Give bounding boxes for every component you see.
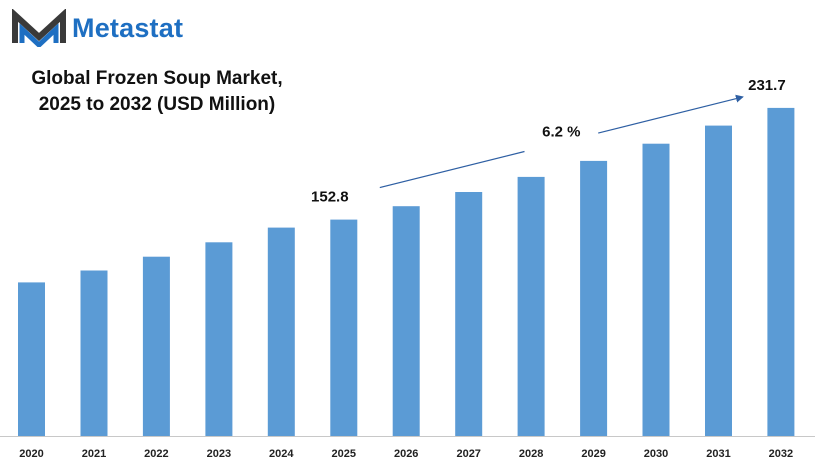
bar-2032 (767, 107, 795, 437)
bar-2023 (205, 242, 233, 436)
bar-2029 (580, 160, 608, 436)
brand-name: Metastat (72, 12, 184, 43)
bar-2030 (642, 143, 670, 436)
x-tick-label-2024: 2024 (269, 448, 294, 460)
data-labels: 152.8 231.7 (311, 77, 786, 206)
growth-arrow-line-start (379, 150, 525, 189)
data-label-2025: 152.8 (311, 189, 349, 206)
bar-2028 (517, 176, 545, 436)
bar-2031 (705, 125, 732, 436)
growth-rate-label: 6.2 % (542, 123, 580, 140)
metastat-m-logo-icon (12, 9, 66, 47)
x-tick-label-2020: 2020 (19, 448, 43, 460)
bar-2020 (18, 282, 45, 436)
x-tick-label-2032: 2032 (769, 448, 793, 460)
x-tick-label-2022: 2022 (144, 448, 168, 460)
chart-title-line-1: Global Frozen Soup Market, (31, 68, 283, 89)
x-tick-label-2028: 2028 (519, 448, 543, 460)
bar-2022 (142, 256, 170, 436)
x-tick-label-2023: 2023 (207, 448, 231, 460)
data-label-2032: 231.7 (748, 77, 786, 94)
bar-2024 (267, 227, 295, 436)
x-tick-label-2026: 2026 (394, 448, 418, 460)
growth-annotation: 6.2 % (379, 94, 744, 189)
x-tick-label-2031: 2031 (706, 448, 730, 460)
bar-2021 (80, 270, 108, 436)
x-tick-label-2030: 2030 (644, 448, 668, 460)
x-tick-label-2025: 2025 (332, 448, 356, 460)
x-tick-label-2021: 2021 (82, 448, 106, 460)
bar-2027 (455, 192, 483, 436)
bars-layer (18, 107, 795, 437)
x-tick-labels: 2020 2021 2022 2023 2024 2025 2026 2027 2028 2029… (19, 448, 793, 460)
bar-2026 (392, 206, 420, 436)
brand-logo: Metastat (12, 8, 183, 48)
growth-arrow-line-end (598, 94, 744, 134)
x-tick-label-2027: 2027 (456, 448, 480, 460)
chart-title-line-2: 2025 to 2032 (USD Million) (38, 94, 276, 115)
chart-title: Global Frozen Soup Market, 2025 to 2032 … (12, 66, 302, 118)
bar-2025 (330, 219, 358, 436)
x-tick-label-2029: 2029 (581, 448, 605, 460)
